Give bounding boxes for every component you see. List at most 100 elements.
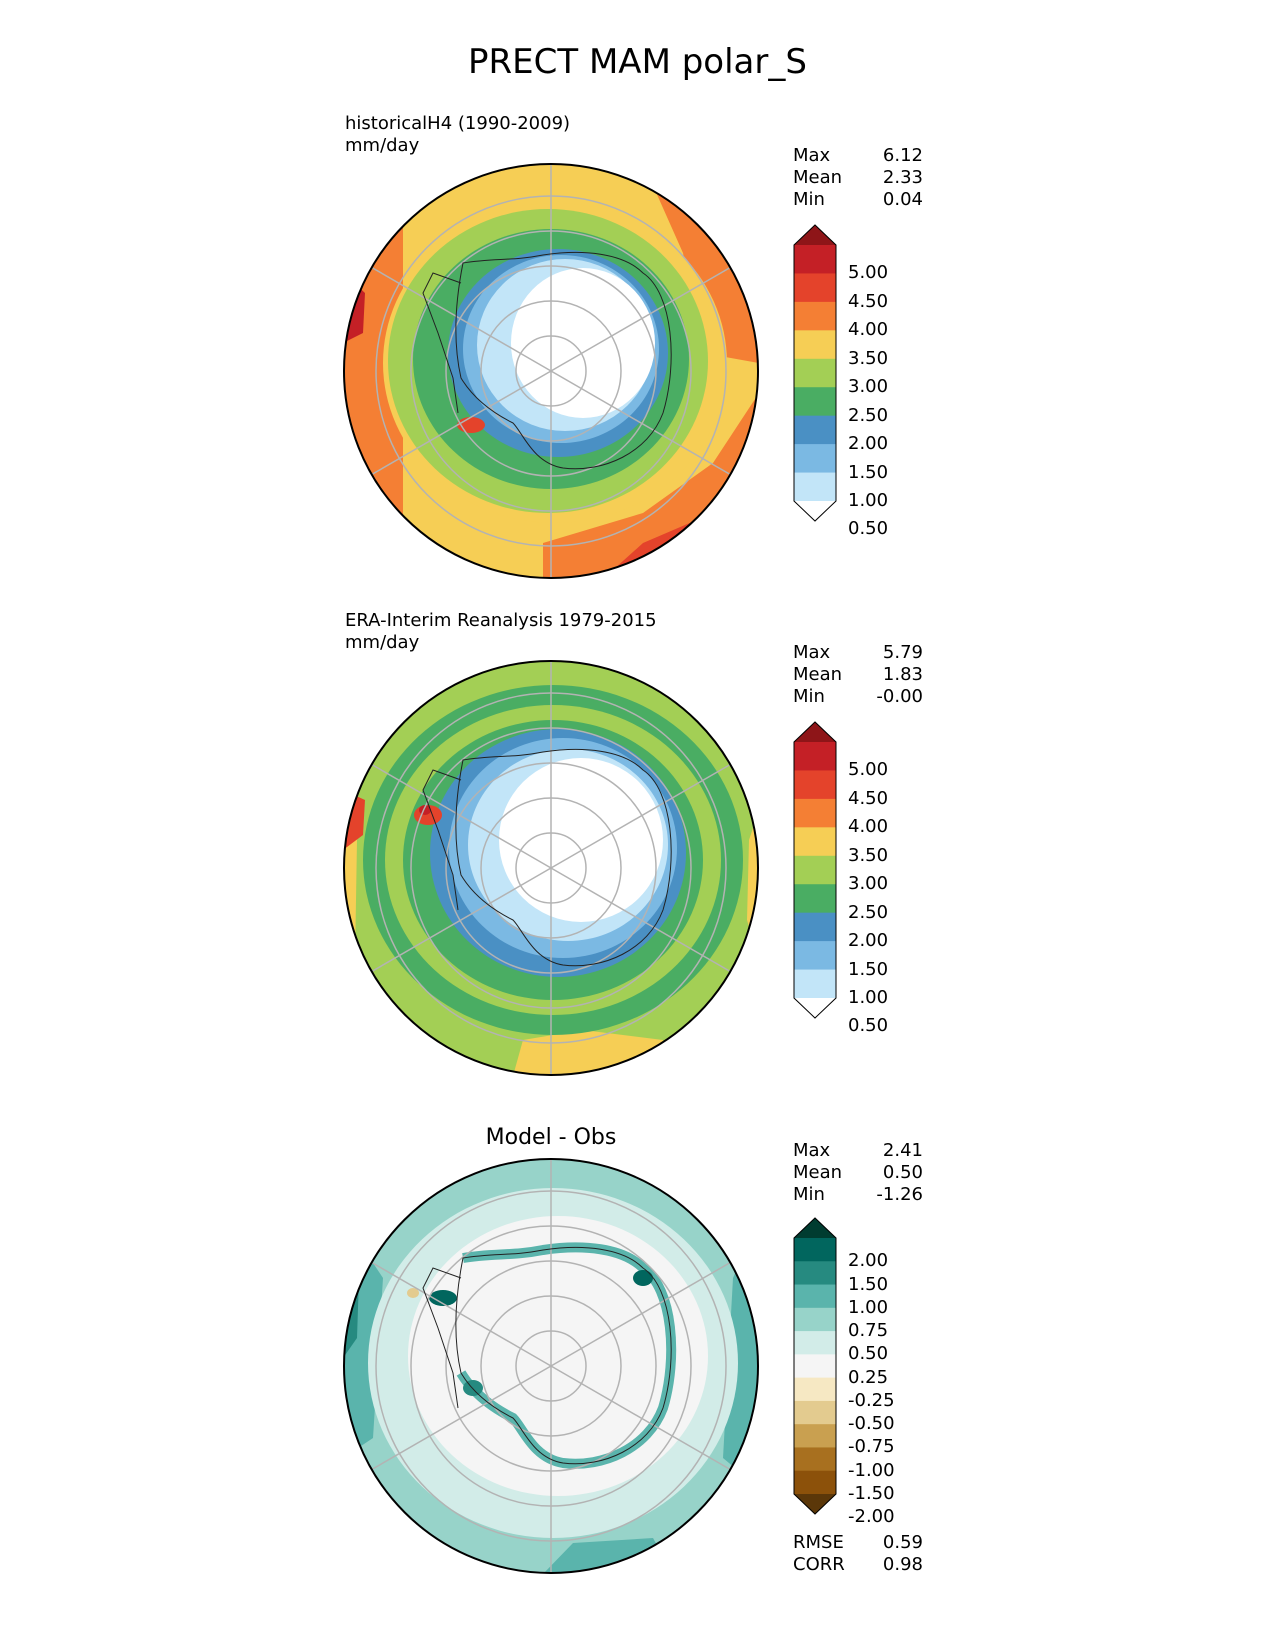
meridian-line [371,1261,522,1350]
colorbar-tick-label: 5.00 [848,759,889,781]
meridian-line [580,266,731,355]
colorbar-extend-max [794,225,836,245]
colorbar-tick-label: 0.25 [848,1366,889,1388]
antarctica-coastline [455,1246,672,1465]
colorbar-tick-label: 1.00 [848,1296,889,1318]
colorbar-tick-label: 4.00 [848,319,889,341]
panel-3-title: Model - Obs [485,1125,617,1150]
colorbar-segment [794,1261,836,1286]
colorbar-tick-label: 0.50 [848,518,889,540]
stat-max: Max 6.12 [793,145,923,166]
colorbar-tick-label: -1.50 [848,1483,895,1504]
stat-min: Min -1.26 [793,1184,923,1205]
stat-max: Max 5.79 [793,642,923,663]
meridian-line [580,1382,731,1471]
colorbar-segment [794,1424,836,1448]
colorbar-segment [794,1331,836,1355]
meridian-line [520,352,552,372]
meridian-line [520,370,552,390]
contour-band [511,268,655,418]
colorbar-segment [794,472,836,502]
peninsula-coastline [422,769,462,911]
colorbar-tick-label: 2.00 [848,930,889,952]
antarctica-coastline [455,748,672,967]
meridian-line [550,370,582,390]
meridian-line [371,763,522,852]
meridian-line [580,1261,731,1350]
colorbar-segment [794,969,836,999]
colorbar-tick-label: 2.00 [848,1250,889,1272]
colorbar-segment [794,245,836,274]
colorbar-segment [794,912,836,942]
stat-max: Max 2.41 [793,1140,923,1161]
panel-2-units: mm/day [345,632,420,653]
panel-1-colorbar [793,224,837,522]
antarctica-coastline [455,251,672,470]
colorbar-segment [794,1354,836,1379]
colorbar-tick-label: 0.50 [848,1015,889,1037]
colorbar-segment [794,1400,836,1425]
colorbar-segment [794,884,836,914]
colorbar-tick-label: -1.00 [848,1459,895,1481]
colorbar-segment [794,1238,836,1262]
panel-3-polar-map [343,1158,759,1574]
colorbar-tick-label: -0.50 [848,1413,895,1435]
map-boundary [343,1158,759,1574]
meridian-line [371,1382,522,1471]
meridian-line [371,266,522,355]
panel-1-stats: Max 6.12 Mean 2.33 Min 0.04 [793,145,923,211]
colorbar-tick-label: 4.50 [848,787,889,809]
contour-band [429,1290,457,1306]
stat-min: Min -0.00 [793,686,923,707]
colorbar-segment [794,941,836,971]
panel-3-metrics: RMSE 0.59 CORR 0.98 [793,1532,923,1576]
colorbar-segment [794,1470,836,1495]
graticule [371,1159,731,1573]
colorbar-tick-label: 0.50 [848,1343,889,1365]
meridian-line [550,867,582,887]
colorbar-tick-label: 1.50 [848,461,889,483]
meridian-line [520,1347,552,1367]
colorbar-segment [794,798,836,828]
graticule [371,661,731,1075]
colorbar-tick-label: 3.50 [848,347,889,369]
panel-3-stats: Max 2.41 Mean 0.50 Min -1.26 [793,1140,923,1206]
colorbar-segment [794,387,836,417]
colorbar-tick-label: 0.75 [848,1320,889,1342]
map-boundary [343,163,759,579]
meridian-line [520,867,552,887]
meridian-line [520,1365,552,1385]
colorbar-tick-label: -0.75 [848,1436,895,1458]
contour-band [733,483,758,543]
colorbar-segment [794,330,836,360]
colorbar-segment [794,273,836,303]
colorbar-extend-max [794,1218,836,1238]
colorbar-tick-label: 3.50 [848,844,889,866]
colorbar-tick-label: -2.00 [848,1506,895,1528]
colorbar-tick-label: 2.50 [848,404,889,426]
colorbar-tick-label: 1.50 [848,1273,889,1295]
colorbar-tick-label: 4.50 [848,290,889,312]
map-boundary [343,660,759,1076]
figure-title: PRECT MAM polar_S [468,42,807,82]
colorbar-extend-max [794,722,836,742]
stat-min: Min 0.04 [793,189,923,210]
contour-band [633,1270,653,1286]
contour-band [407,1288,419,1298]
colorbar-segment [794,1447,836,1472]
stat-mean: Mean 2.33 [793,167,923,188]
colorbar-tick-label: 1.00 [848,490,889,511]
graticule [371,164,731,578]
colorbar-tick-label: 3.00 [848,873,889,895]
panel-2-polar-map [343,660,759,1076]
panel-1-title: historicalH4 (1990-2009) [345,113,571,134]
metric-rmse: RMSE 0.59 [793,1532,923,1553]
colorbar-segment [794,855,836,885]
contour-band [458,1243,678,1453]
colorbar-tick-label: 4.00 [848,816,889,838]
panel-2-colorbar [793,721,837,1019]
colorbar-outline [793,1217,837,1515]
colorbar-segment [794,770,836,800]
colorbar-segment [794,1307,836,1332]
panel-1-polar-map [343,163,759,579]
